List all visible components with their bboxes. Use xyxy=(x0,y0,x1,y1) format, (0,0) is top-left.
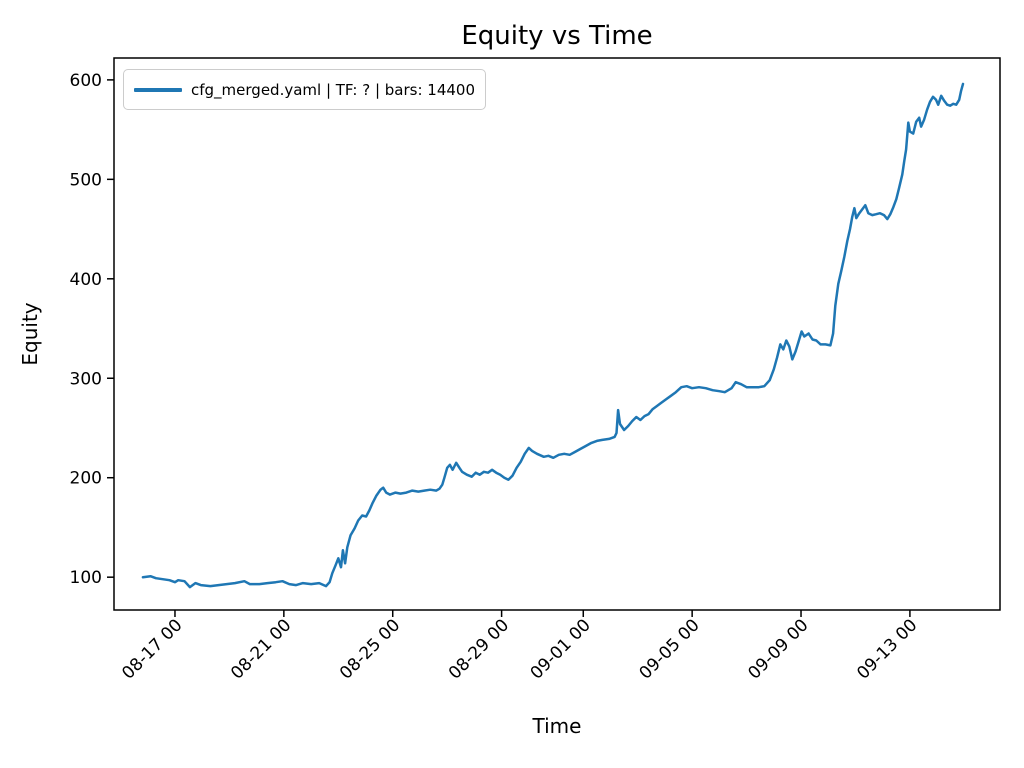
x-axis-label: Time xyxy=(532,714,582,738)
y-axis-label: Equity xyxy=(18,302,42,366)
x-tick-label: 09-13 00 xyxy=(853,615,921,683)
x-tick-label: 08-29 00 xyxy=(445,615,513,683)
legend-entry-label: cfg_merged.yaml | TF: ? | bars: 14400 xyxy=(191,80,476,99)
x-tick-label: 08-17 00 xyxy=(118,615,186,683)
legend-line-sample xyxy=(134,87,182,92)
plot-spines xyxy=(113,57,1001,611)
y-tick-label: 500 xyxy=(70,170,102,190)
y-tick-label: 200 xyxy=(70,469,102,489)
y-tick-label: 600 xyxy=(70,71,102,91)
x-tick-label: 09-01 00 xyxy=(527,615,595,683)
x-tick-label: 08-21 00 xyxy=(227,615,295,683)
y-tick-label: 400 xyxy=(70,270,102,290)
y-tick-label: 300 xyxy=(70,369,102,389)
chart-title: Equity vs Time xyxy=(461,21,653,51)
x-tick-label: 08-25 00 xyxy=(336,615,404,683)
equity-line xyxy=(141,82,965,589)
y-tick-label: 100 xyxy=(70,568,102,588)
x-tick-label: 09-05 00 xyxy=(635,615,703,683)
x-tick-label: 09-09 00 xyxy=(744,615,812,683)
legend: cfg_merged.yaml | TF: ? | bars: 14400 xyxy=(123,69,487,110)
